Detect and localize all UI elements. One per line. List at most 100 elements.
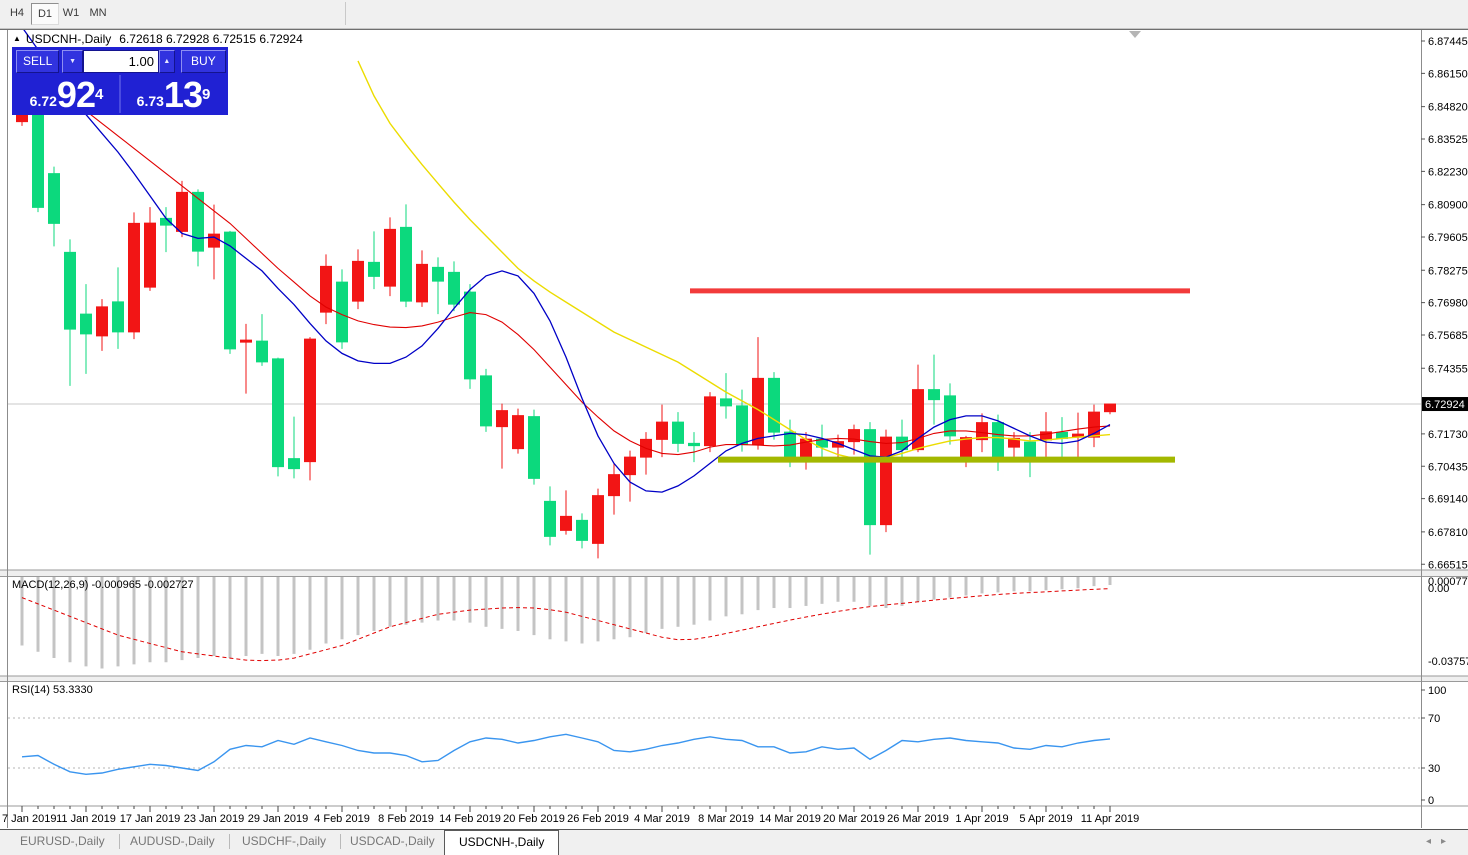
- price-axis-label: 6.87445: [1428, 36, 1468, 48]
- sell-button[interactable]: SELL: [16, 50, 60, 73]
- current-price-tag-text: 6.72924: [1425, 399, 1465, 411]
- date-label: 29 Jan 2019: [248, 813, 309, 825]
- candle: [704, 396, 716, 447]
- tabstrip-scroll-arrows[interactable]: ◂▸: [1425, 836, 1456, 847]
- candle: [672, 421, 684, 444]
- candle: [848, 429, 860, 443]
- candle: [368, 261, 380, 277]
- rsi-axis-label: 70: [1428, 713, 1440, 725]
- volume-decrease-button[interactable]: ▼: [62, 50, 83, 73]
- sell-price-display[interactable]: 6.72 92 4: [14, 75, 121, 113]
- buy-price-display[interactable]: 6.73 13 9: [121, 75, 226, 113]
- price-axis-label: 6.67810: [1428, 527, 1468, 539]
- tab-usdcnh-daily[interactable]: USDCNH-,Daily: [444, 830, 560, 855]
- pane-splitter[interactable]: [0, 676, 1468, 682]
- tab-usdchf-daily[interactable]: USDCHF-,Daily: [228, 830, 341, 854]
- candle: [608, 474, 620, 497]
- candle: [208, 233, 220, 248]
- chart-window-top-border: [0, 28, 1468, 30]
- candle: [384, 228, 396, 287]
- rsi-axis-label: 100: [1428, 685, 1446, 697]
- date-label: 4 Feb 2019: [314, 813, 370, 825]
- candle: [144, 222, 156, 288]
- candle: [544, 500, 556, 537]
- date-label: 1 Apr 2019: [955, 813, 1008, 825]
- candle: [592, 495, 604, 544]
- timeframe-tab-d1[interactable]: D1: [31, 3, 59, 25]
- date-label: 14 Mar 2019: [759, 813, 821, 825]
- candle: [16, 114, 28, 123]
- date-label: 20 Mar 2019: [823, 813, 885, 825]
- price-axis-label: 6.76980: [1428, 298, 1468, 310]
- price-axis-label: 6.79605: [1428, 232, 1468, 244]
- date-label: 5 Apr 2019: [1019, 813, 1072, 825]
- price-axis-label: 6.70435: [1428, 461, 1468, 473]
- candle: [736, 405, 748, 446]
- candle: [480, 375, 492, 427]
- pane-splitter[interactable]: [0, 570, 1468, 577]
- tab-eurusd-daily[interactable]: EURUSD-,Daily: [6, 830, 120, 854]
- candle: [1088, 411, 1100, 438]
- candle: [1008, 437, 1020, 448]
- rsi-axis-label: 30: [1428, 763, 1440, 775]
- candle: [128, 222, 140, 333]
- tab-usdcad-daily[interactable]: USDCAD-,Daily: [336, 830, 450, 854]
- date-label: 8 Mar 2019: [698, 813, 754, 825]
- timeframe-tab-mn[interactable]: MN: [89, 7, 107, 19]
- candle: [112, 301, 124, 333]
- price-axis-label: 6.84820: [1428, 102, 1468, 114]
- candle: [320, 265, 332, 313]
- candle: [416, 263, 428, 303]
- date-label: 11 Apr 2019: [1081, 813, 1140, 825]
- timeframe-tab-w1[interactable]: W1: [62, 7, 80, 19]
- timeframe-tab-h4[interactable]: H4: [9, 7, 25, 19]
- candle: [720, 398, 732, 407]
- buy-price-pip: 9: [201, 86, 211, 103]
- candle: [336, 281, 348, 343]
- volume-input[interactable]: [82, 50, 159, 73]
- rsi-label: RSI(14) 53.3330: [12, 684, 93, 696]
- candle: [464, 291, 476, 380]
- price-axis-label: 6.74355: [1428, 363, 1468, 375]
- date-label: 20 Feb 2019: [503, 813, 565, 825]
- candle: [272, 358, 284, 468]
- price-axis-label: 6.75685: [1428, 330, 1468, 342]
- candle: [32, 114, 44, 208]
- date-label: 7 Jan 2019: [2, 813, 56, 825]
- candle: [64, 251, 76, 330]
- price-axis-label: 6.86150: [1428, 68, 1468, 80]
- macd-axis-label: 0.000779: [1428, 576, 1468, 588]
- timeframe-toolbar: H4 D1 W1 MN: [0, 0, 1468, 29]
- candle: [432, 266, 444, 282]
- rsi-line: [21, 733, 1111, 776]
- date-label: 8 Feb 2019: [378, 813, 434, 825]
- chart-shift-marker-icon[interactable]: [1129, 31, 1141, 38]
- candle: [992, 422, 1004, 459]
- date-label: 26 Feb 2019: [567, 813, 629, 825]
- ma-fast-line: [21, 26, 1111, 493]
- candle: [976, 422, 988, 441]
- macd-signal-line: [21, 588, 1111, 662]
- tab-audusd-daily[interactable]: AUDUSD-,Daily: [116, 830, 230, 854]
- date-label: 14 Feb 2019: [439, 813, 501, 825]
- candle: [832, 441, 844, 448]
- buy-button[interactable]: BUY: [180, 50, 227, 73]
- macd-axis-label: -0.037579: [1428, 656, 1468, 668]
- toolbar-separator: [345, 2, 346, 25]
- candle: [240, 339, 252, 343]
- candle: [624, 456, 636, 476]
- candle: [1104, 403, 1116, 413]
- candle: [528, 416, 540, 479]
- price-axis-label: 6.80900: [1428, 200, 1468, 212]
- collapse-triangle-icon[interactable]: ▲: [13, 34, 21, 43]
- candle: [912, 389, 924, 451]
- candle: [448, 271, 460, 305]
- symbol-period-label: USDCNH-,Daily: [25, 32, 112, 46]
- candle: [512, 415, 524, 450]
- candle: [288, 458, 300, 470]
- candle: [880, 436, 892, 526]
- candle: [576, 519, 588, 541]
- volume-increase-button[interactable]: ▲: [158, 50, 175, 73]
- price-axis-label: 6.83525: [1428, 134, 1468, 146]
